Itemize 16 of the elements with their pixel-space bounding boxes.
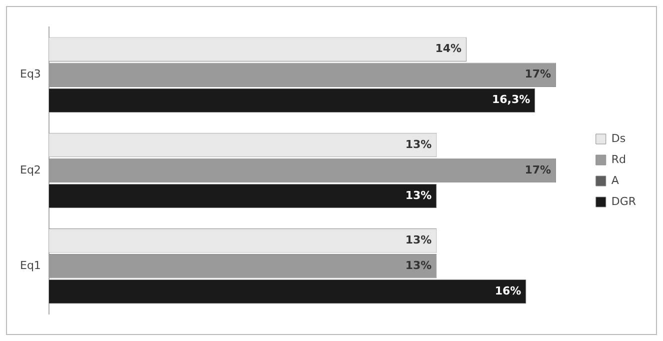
legend-label: DGR [611,194,636,208]
y-tick-label: Eq3 [20,68,41,81]
data-label: 16,3% [492,93,530,106]
data-label: 17% [524,68,552,81]
legend-label: A [611,174,620,187]
legend-label: Ds [611,132,626,145]
data-label: 13% [405,188,432,202]
y-tick-label: Eq2 [20,163,41,176]
data-label: 13% [405,259,432,272]
data-label: 14% [435,42,462,56]
y-tick-label: Eq1 [20,259,41,272]
legend-label: Rd [611,152,626,166]
data-label: 13% [405,138,432,151]
data-label: 13% [405,234,432,247]
data-label: 16% [494,284,522,298]
data-label: 17% [524,163,552,176]
